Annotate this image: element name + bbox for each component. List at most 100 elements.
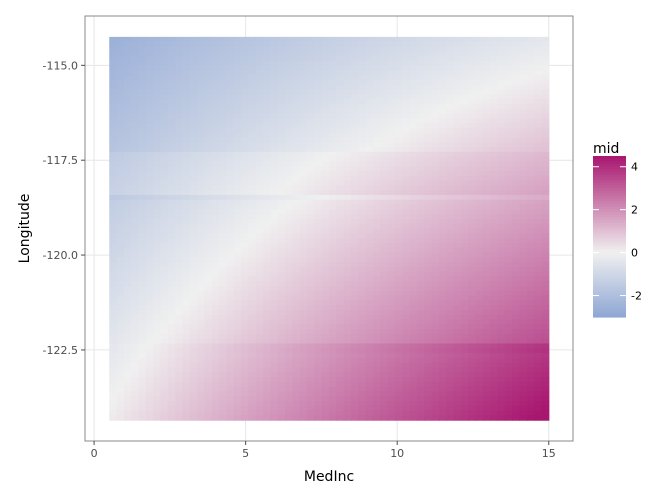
heatmap-tile	[197, 123, 206, 129]
heatmap-tile	[416, 89, 425, 95]
heatmap-tile	[365, 262, 374, 268]
heatmap-tile	[153, 353, 162, 359]
heatmap-tile	[468, 175, 477, 182]
heatmap-tile	[167, 314, 176, 321]
heatmap-tile	[219, 247, 228, 254]
heatmap-tile	[248, 391, 257, 397]
heatmap-tile	[204, 166, 213, 172]
heatmap-tile	[460, 209, 469, 215]
heatmap-tile	[504, 180, 513, 186]
heatmap-tile	[138, 266, 147, 273]
heatmap-tile	[438, 79, 447, 86]
heatmap-tile	[145, 75, 154, 81]
heatmap-tile	[270, 84, 279, 91]
heatmap-tile	[482, 223, 491, 230]
heatmap-tile	[263, 300, 271, 306]
heatmap-tile	[431, 79, 440, 86]
heatmap-tile	[497, 65, 506, 72]
heatmap-tile	[409, 314, 418, 321]
heatmap-tile	[402, 348, 411, 354]
heatmap-tile	[270, 372, 279, 378]
heatmap-tile	[534, 60, 543, 67]
heatmap-tile	[504, 410, 513, 416]
heatmap-tile	[167, 257, 176, 263]
heatmap-tile	[263, 367, 271, 373]
heatmap-tile	[131, 41, 140, 48]
heatmap-tile	[343, 137, 352, 143]
heatmap-tile	[248, 233, 257, 239]
heatmap-tile	[329, 295, 337, 301]
heatmap-tile	[263, 319, 271, 325]
heatmap-tile	[160, 329, 169, 335]
heatmap-tile	[226, 113, 235, 119]
heatmap-tile	[424, 353, 433, 359]
heatmap-tile	[358, 137, 367, 143]
heatmap-tile	[343, 103, 352, 110]
heatmap-tile	[175, 367, 184, 373]
heatmap-tile	[160, 410, 169, 416]
heatmap-tile	[189, 233, 198, 239]
heatmap-tile	[438, 113, 447, 119]
heatmap-tile	[329, 333, 337, 340]
heatmap-tile	[416, 214, 425, 220]
heatmap-tile	[131, 123, 140, 129]
heatmap-tile	[197, 372, 206, 378]
heatmap-tile	[116, 123, 125, 129]
heatmap-tile	[270, 343, 279, 349]
heatmap-tile	[475, 314, 484, 321]
heatmap-tile	[446, 113, 455, 119]
heatmap-tile	[255, 103, 264, 110]
heatmap-tile	[387, 338, 396, 345]
heatmap-tile	[314, 281, 323, 287]
heatmap-tile	[226, 348, 235, 354]
heatmap-tile	[416, 343, 425, 349]
heatmap-tile	[197, 295, 206, 301]
legend-color-step	[593, 252, 626, 256]
heatmap-tile	[343, 113, 352, 119]
heatmap-tile	[409, 99, 418, 105]
legend-color-step	[593, 169, 626, 173]
heatmap-tile	[424, 123, 433, 129]
heatmap-tile	[329, 209, 337, 215]
heatmap-tile	[233, 194, 242, 201]
heatmap-tile	[380, 180, 389, 186]
heatmap-tile	[145, 353, 154, 359]
heatmap-tile	[387, 70, 396, 76]
heatmap-tile	[270, 400, 279, 407]
heatmap-tile	[204, 372, 213, 378]
heatmap-tile	[277, 262, 286, 268]
heatmap-tile	[519, 132, 528, 139]
heatmap-tile	[350, 362, 359, 369]
heatmap-tile	[241, 223, 250, 230]
heatmap-tile	[314, 266, 323, 273]
heatmap-tile	[380, 381, 389, 388]
heatmap-tile	[277, 175, 286, 182]
heatmap-tile	[153, 329, 162, 335]
heatmap-tile	[380, 84, 389, 91]
heatmap-tile	[285, 89, 293, 95]
heatmap-tile	[526, 113, 535, 119]
heatmap-tile	[512, 372, 521, 378]
heatmap-tile	[541, 405, 550, 412]
heatmap-tile	[394, 338, 403, 345]
heatmap-tile	[490, 333, 499, 340]
heatmap-tile	[402, 108, 411, 115]
heatmap-tile	[468, 247, 477, 254]
heatmap-tile	[167, 137, 176, 143]
heatmap-tile	[182, 223, 191, 230]
heatmap-tile	[402, 233, 411, 239]
heatmap-tile	[475, 123, 484, 129]
heatmap-tile	[438, 405, 447, 412]
heatmap-tile	[314, 285, 323, 292]
heatmap-tile	[160, 396, 169, 402]
heatmap-tile	[453, 238, 462, 244]
heatmap-tile	[365, 314, 374, 321]
heatmap-tile	[277, 285, 286, 292]
heatmap-tile	[343, 333, 352, 340]
heatmap-tile	[402, 333, 411, 340]
heatmap-tile	[475, 357, 484, 364]
heatmap-tile	[541, 194, 550, 201]
heatmap-tile	[468, 329, 477, 335]
heatmap-tile	[263, 103, 271, 110]
heatmap-tile	[292, 89, 301, 95]
